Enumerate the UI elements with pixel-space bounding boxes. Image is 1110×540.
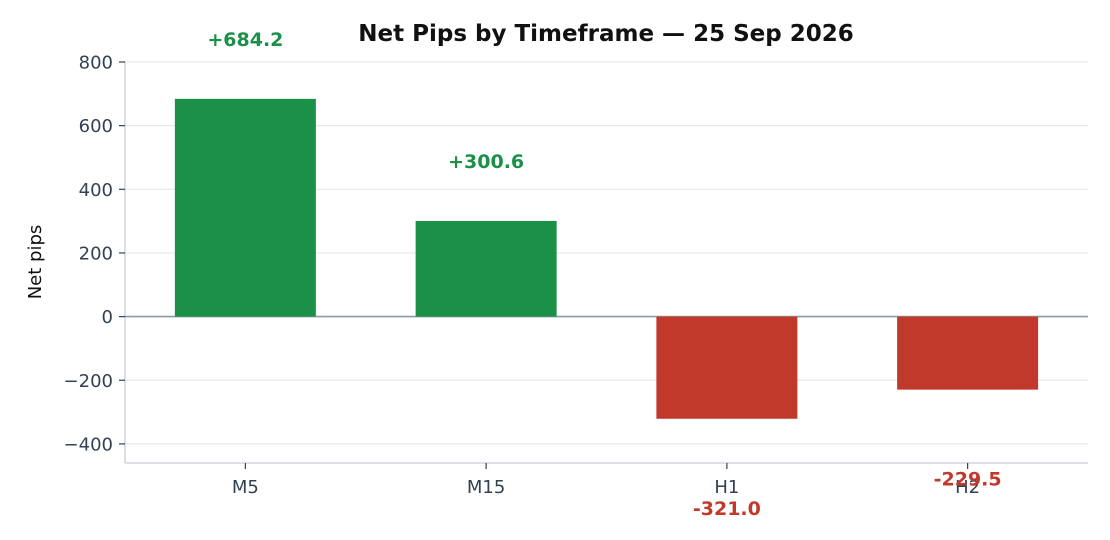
y-axis-label: Net pips bbox=[25, 225, 46, 300]
y-tick-label: 200 bbox=[79, 243, 113, 264]
data-label: +684.2 bbox=[207, 29, 283, 51]
x-tick-label: H1 bbox=[714, 477, 739, 498]
bars bbox=[174, 98, 1039, 419]
chart-title: Net Pips by Timeframe — 25 Sep 2026 bbox=[358, 21, 853, 47]
x-ticks: M5 M15 H1 H2 bbox=[232, 463, 980, 498]
x-tick-label: H2 bbox=[955, 477, 980, 498]
data-label: +300.6 bbox=[448, 151, 524, 173]
bar bbox=[174, 98, 316, 317]
y-tick-label: 400 bbox=[79, 180, 113, 201]
x-tick-label: M5 bbox=[232, 477, 259, 498]
y-tick-label: 600 bbox=[79, 116, 113, 137]
y-ticks: 800 600 400 200 0 −200 −400 bbox=[64, 53, 125, 455]
y-tick-label: 800 bbox=[79, 53, 113, 74]
data-label: -321.0 bbox=[693, 498, 761, 520]
data-label: -229.5 bbox=[934, 469, 1002, 491]
data-labels: +684.2 +300.6 -321.0 -229.5 bbox=[207, 29, 1001, 520]
bar bbox=[897, 316, 1039, 390]
bar bbox=[656, 316, 798, 419]
bar bbox=[415, 220, 557, 317]
y-tick-label: −200 bbox=[64, 371, 113, 392]
y-tick-label: −400 bbox=[64, 434, 113, 455]
y-tick-label: 0 bbox=[102, 307, 113, 328]
x-tick-label: M15 bbox=[467, 477, 505, 498]
